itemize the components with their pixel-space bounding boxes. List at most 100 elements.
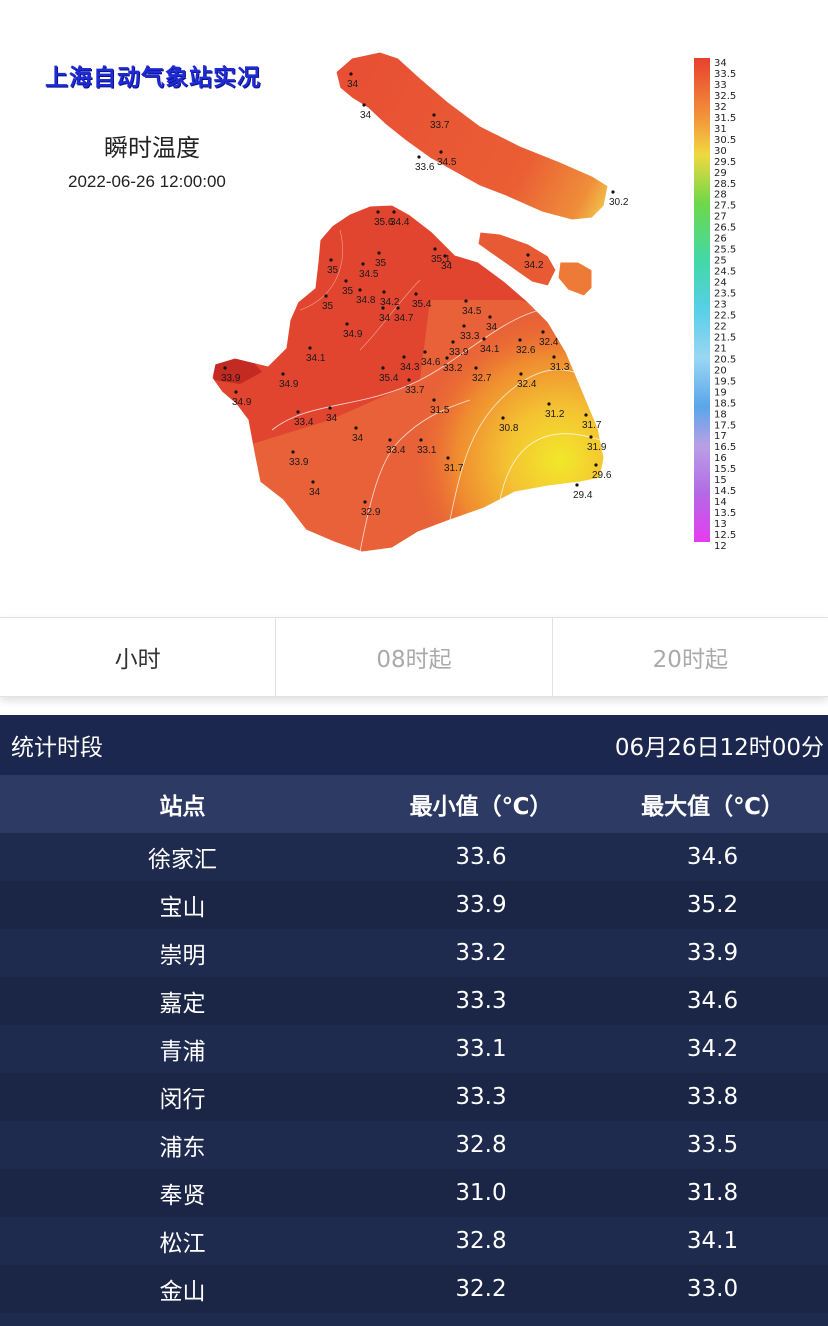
station-value-label: 35 xyxy=(375,258,387,269)
station-marker: 35 xyxy=(375,251,387,269)
station-dot xyxy=(482,337,486,341)
legend-tick-label: 31.5 xyxy=(714,113,736,124)
station-marker: 34 xyxy=(352,426,364,444)
station-dot xyxy=(584,413,588,417)
legend-tick-label: 17 xyxy=(714,431,727,442)
station-marker: 35.4 xyxy=(412,292,432,310)
station-value-label: 34.6 xyxy=(421,357,441,368)
legend-tick-label: 30.5 xyxy=(714,135,736,146)
station-marker: 34.2 xyxy=(524,253,544,271)
station-name: 崇明 xyxy=(159,943,206,969)
station-value-label: 29.6 xyxy=(592,470,612,481)
tab-from-08[interactable]: 08时起 xyxy=(276,618,553,696)
legend-tick-label: 14 xyxy=(714,497,727,508)
station-dot xyxy=(345,322,349,326)
station-marker: 31.2 xyxy=(545,402,565,420)
station-value-label: 34 xyxy=(309,487,321,498)
legend-tick-label: 16 xyxy=(714,453,727,464)
station-marker: 34 xyxy=(326,406,338,424)
legend-tick-label: 18 xyxy=(714,409,727,420)
map-datetime: 2022-06-26 12:00:00 xyxy=(68,172,226,191)
station-dot xyxy=(547,402,551,406)
tab-hourly[interactable]: 小时 xyxy=(0,618,277,696)
table-column-headers: 站点 最小值（℃） 最大值（℃） xyxy=(0,775,828,833)
legend-tick-label: 20.5 xyxy=(714,354,736,365)
station-value-label: 34.7 xyxy=(394,313,414,324)
max-value: 34.1 xyxy=(686,1228,739,1254)
station-dot xyxy=(526,253,530,257)
column-max: 最大值（℃） xyxy=(641,794,784,820)
legend-tick-label: 29 xyxy=(714,168,727,179)
station-value-label: 35 xyxy=(322,301,334,312)
station-marker: 29.6 xyxy=(592,463,612,481)
table-row: 青浦 33.1 34.2 xyxy=(0,1025,828,1073)
station-dot xyxy=(417,155,421,159)
station-value-label: 31.5 xyxy=(430,405,450,416)
station-value-label: 34.2 xyxy=(380,297,400,308)
station-value-label: 34.9 xyxy=(343,329,363,340)
station-marker: 34.7 xyxy=(394,306,414,324)
station-marker: 32.6 xyxy=(516,338,536,356)
table-row: 闵行 33.3 33.8 xyxy=(0,1073,828,1121)
station-marker: 34 xyxy=(379,306,391,324)
station-dot xyxy=(552,355,556,359)
station-marker: 33.1 xyxy=(417,438,437,456)
min-value: 33.2 xyxy=(455,940,507,966)
station-marker: 33.6 xyxy=(415,155,435,173)
column-min: 最小值（℃） xyxy=(409,794,553,820)
max-value: 34.2 xyxy=(686,1036,739,1062)
station-dot xyxy=(423,350,427,354)
legend-tick-label: 18.5 xyxy=(714,398,736,409)
legend-tick-label: 28 xyxy=(714,190,727,201)
station-value-label: 35.1 xyxy=(431,254,451,265)
station-marker: 34.8 xyxy=(356,288,376,306)
station-marker: 32.4 xyxy=(539,330,559,348)
station-value-label: 33.9 xyxy=(449,347,469,358)
temperature-map-panel: 34 33.5 33 32.5 32 31.5 31 30.5 30 29.5 29 28.5 28 27… xyxy=(0,0,828,615)
station-name: 宝山 xyxy=(159,895,206,921)
station-value-label: 34.5 xyxy=(462,306,482,317)
station-dot xyxy=(382,290,386,294)
station-value-label: 34 xyxy=(352,433,364,444)
station-value-label: 34 xyxy=(379,313,391,324)
min-value: 33.6 xyxy=(455,844,507,870)
station-marker: 34.2 xyxy=(380,290,400,308)
legend-tick-label: 33 xyxy=(714,80,727,91)
station-value-label: 32.6 xyxy=(516,345,536,356)
station-dot xyxy=(396,306,400,310)
station-marker: 35.4 xyxy=(379,366,399,384)
station-marker: 34 xyxy=(309,480,321,498)
legend-tick-label: 20 xyxy=(714,365,727,376)
legend-tick-label: 32.5 xyxy=(714,91,736,102)
station-marker: 33.7 xyxy=(430,113,450,131)
min-value: 33.3 xyxy=(455,988,507,1014)
station-marker: 35 xyxy=(322,294,334,312)
station-name: 金山 xyxy=(159,1279,206,1305)
station-dot xyxy=(329,258,333,262)
table-row: 奉贤 31.0 31.8 xyxy=(0,1169,828,1217)
station-dot xyxy=(445,356,449,360)
stats-period-header: 统计时段 06月26日12时00分 xyxy=(0,715,828,775)
station-name: 浦东 xyxy=(159,1135,206,1161)
min-value: 33.9 xyxy=(455,892,507,918)
station-name: 松江 xyxy=(159,1231,206,1257)
tab-from-20[interactable]: 20时起 xyxy=(652,647,728,673)
station-dot xyxy=(291,450,295,454)
station-marker: 34 xyxy=(360,103,372,121)
station-name: 嘉定 xyxy=(159,991,206,1017)
max-value: 31.8 xyxy=(686,1180,739,1206)
station-marker: 31.3 xyxy=(550,355,570,373)
station-value-label: 35 xyxy=(327,265,339,276)
table-row: 宝山 33.9 35.2 xyxy=(0,881,828,929)
max-value: 33.9 xyxy=(686,940,739,966)
station-marker: 33.2 xyxy=(443,356,463,374)
period-tabs: 小时 08时起 20时起 xyxy=(0,617,828,697)
station-dot xyxy=(223,366,227,370)
table-row: 徐家汇 33.6 34.6 xyxy=(0,833,828,881)
station-dot xyxy=(414,292,418,296)
legend-tick-label: 31 xyxy=(714,124,727,135)
station-value-label: 32.4 xyxy=(539,337,559,348)
station-marker: 35.6 xyxy=(374,210,394,228)
station-value-label: 35.4 xyxy=(412,299,432,310)
